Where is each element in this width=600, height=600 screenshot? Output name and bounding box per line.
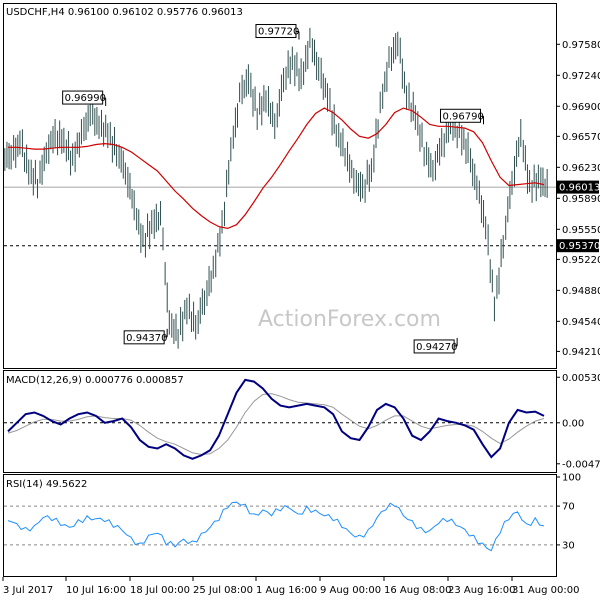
current-price-label: 0.96013 bbox=[559, 183, 600, 194]
annotation-label: 0.94370 bbox=[126, 333, 167, 344]
price-tick-label: 0.96230 bbox=[562, 163, 600, 174]
macd-tick-label: 0.005303 bbox=[562, 373, 600, 384]
rsi-line bbox=[7, 501, 545, 552]
x-tick-label: 31 Aug 00:00 bbox=[512, 585, 579, 596]
annotation-label: 0.96990 bbox=[65, 93, 106, 104]
annotation-label: 0.97720 bbox=[258, 27, 299, 38]
macd-panel-title: MACD(12,26,9) 0.000776 0.000857 bbox=[6, 375, 184, 386]
price-tick-label: 0.95890 bbox=[562, 194, 600, 205]
annotation-box bbox=[123, 330, 165, 345]
price-tick-label: 0.96570 bbox=[562, 132, 600, 143]
annotation-box bbox=[255, 24, 297, 39]
price-tick-label: 0.94210 bbox=[562, 347, 600, 358]
price-panel-frame bbox=[3, 3, 557, 369]
time-x-axis: 3 Jul 2017 10 Jul 16:00 18 Jul 00:00 25 Jul… bbox=[2, 577, 579, 596]
rsi-panel-title: RSI(14) 49.5622 bbox=[6, 479, 87, 490]
macd-line bbox=[7, 378, 545, 460]
annotation-label: 0.96790 bbox=[442, 111, 483, 122]
support-price-label: 0.95370 bbox=[559, 241, 600, 252]
macd-tick-label: 0.00 bbox=[562, 418, 584, 429]
x-tick-label: 9 Aug 00:00 bbox=[320, 585, 381, 596]
moving-average-line bbox=[8, 107, 545, 230]
x-tick-label: 18 Jul 00:00 bbox=[130, 585, 190, 596]
rsi-panel-frame bbox=[3, 474, 557, 577]
price-tick-label: 0.94540 bbox=[562, 317, 600, 328]
x-tick-label: 1 Aug 16:00 bbox=[256, 585, 317, 596]
macd-marks: 0.005303 0.00 -0.004777 bbox=[4, 373, 600, 470]
price-tick-label: 0.97580 bbox=[562, 40, 600, 51]
rsi-tick-label: 30 bbox=[562, 540, 575, 551]
annotation-label: 0.94270 bbox=[416, 342, 457, 353]
price-tick-label: 0.96900 bbox=[562, 102, 600, 113]
current-price-label-box bbox=[557, 180, 599, 194]
price-tick-label: 0.95220 bbox=[562, 255, 600, 266]
x-tick-label: 25 Jul 08:00 bbox=[193, 585, 253, 596]
x-tick-label: 3 Jul 2017 bbox=[3, 585, 53, 596]
x-tick-label: 23 Aug 16:00 bbox=[448, 585, 515, 596]
price-tick-label: 0.95550 bbox=[562, 225, 600, 236]
watermark: ActionForex.com bbox=[258, 307, 441, 332]
support-price-label-box bbox=[557, 239, 599, 253]
price-y-axis: 0.97580 0.97240 0.96900 0.96570 0.96230 0.958… bbox=[556, 40, 600, 358]
annotation-box bbox=[413, 339, 455, 354]
annotation-box bbox=[62, 90, 104, 105]
rsi-tick-label: 70 bbox=[562, 502, 575, 513]
rsi-tick-label: 100 bbox=[562, 473, 581, 484]
price-tick-label: 0.97240 bbox=[562, 71, 600, 82]
macd-panel-frame bbox=[3, 370, 557, 473]
annotation-box bbox=[439, 108, 481, 123]
x-tick-label: 10 Jul 16:00 bbox=[66, 585, 126, 596]
rsi-marks: 100 70 30 bbox=[4, 473, 581, 552]
price-tick-label: 0.94880 bbox=[562, 286, 600, 297]
macd-tick-label: -0.004777 bbox=[562, 459, 600, 470]
x-tick-label: 16 Aug 08:00 bbox=[384, 585, 451, 596]
price-panel-title: USDCHF,H4 0.96100 0.96102 0.95776 0.9601… bbox=[6, 7, 243, 18]
price-marks: 0.97720 0.96990 0.96790 0.94370 0.94270 0.960… bbox=[4, 24, 600, 354]
